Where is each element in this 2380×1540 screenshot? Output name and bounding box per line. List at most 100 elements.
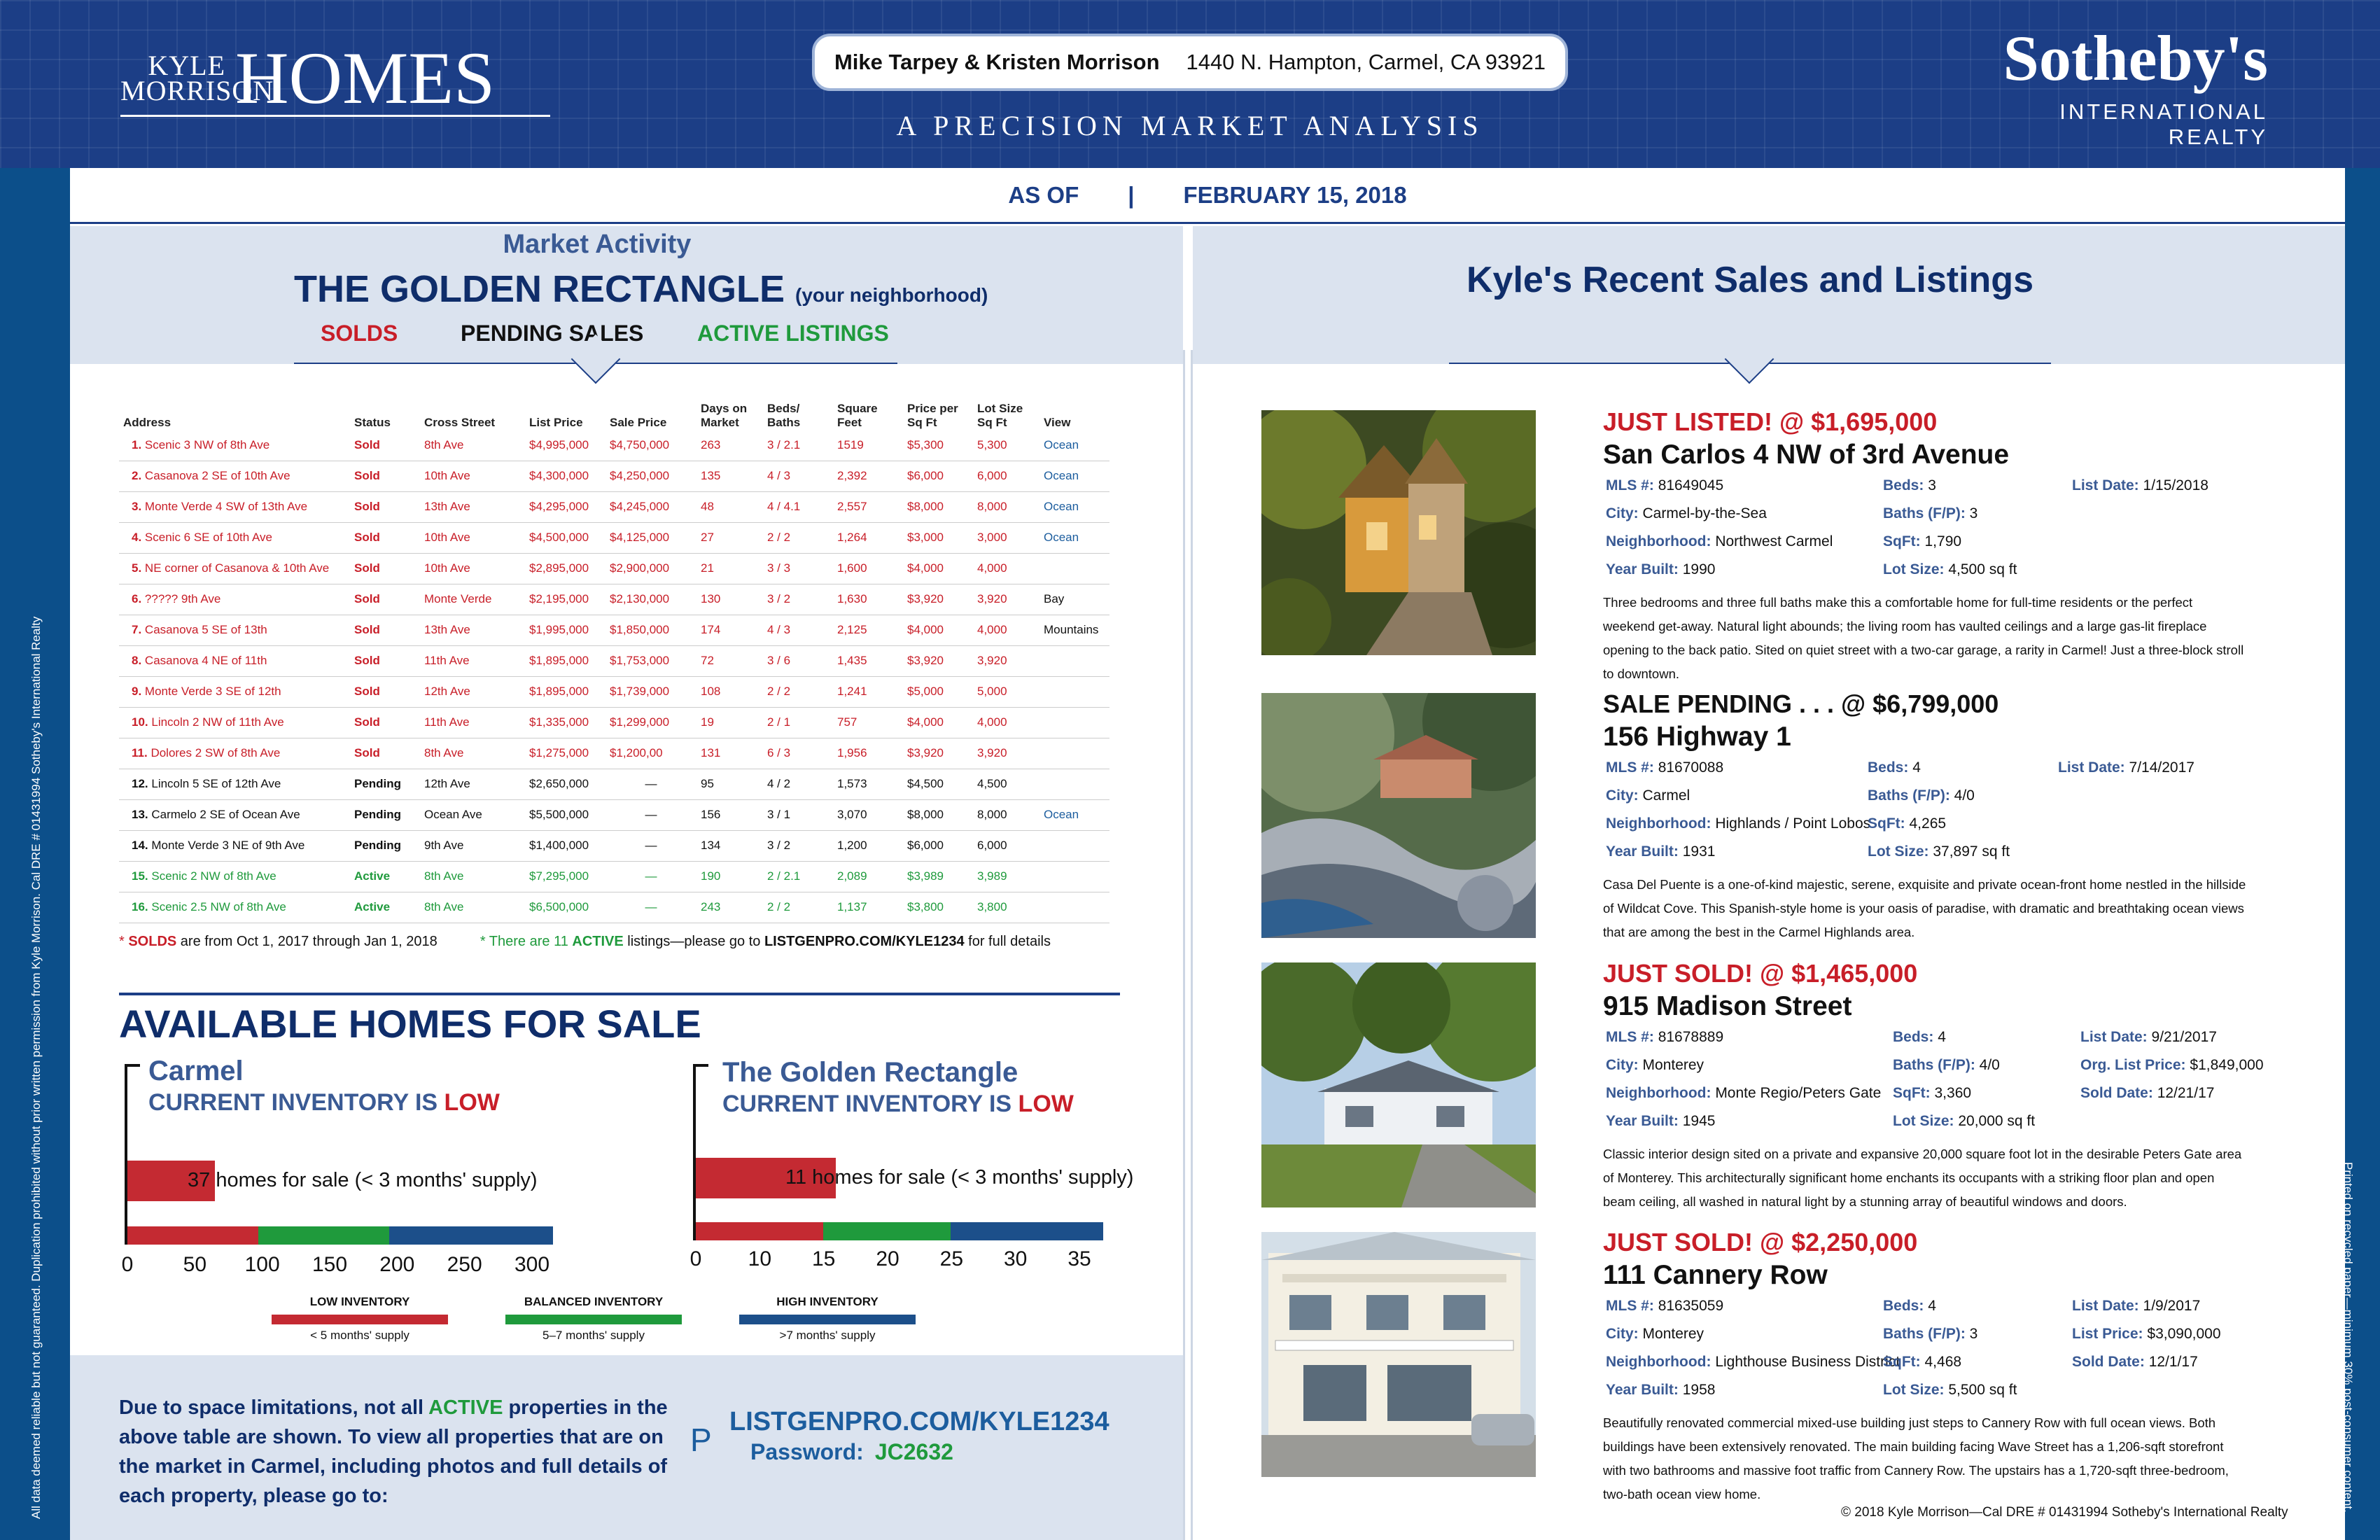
table-row[interactable]: 9. Monte Verde 3 SE of 12th Sold 12th Ave $…: [119, 676, 1110, 708]
listing-field-key: SqFt:: [1893, 1085, 1931, 1101]
table-cell-sqft: 1,956: [833, 738, 903, 769]
table-cell-ppsf: $8,000: [903, 799, 973, 831]
row-address: Scenic 2 NW of 8th Ave: [151, 869, 276, 883]
table-cell-view: [1040, 707, 1110, 738]
golden-title-text: THE GOLDEN RECTANGLE: [294, 268, 785, 310]
listing-field: Year Built: 1990: [1606, 561, 1715, 578]
tab-solds[interactable]: SOLDS: [321, 321, 398, 346]
table-row[interactable]: 16. Scenic 2.5 NW of 8th Ave Active 8th Av…: [119, 892, 1110, 923]
table-row[interactable]: 10. Lincoln 2 NW of 11th Ave Sold 11th Ave…: [119, 707, 1110, 738]
table-row[interactable]: 14. Monte Verde 3 NE of 9th Ave Pending 9t…: [119, 830, 1110, 862]
listgen-url-link[interactable]: LISTGENPRO.COM/KYLE1234: [729, 1407, 1110, 1436]
tab-pending[interactable]: PENDING SALES: [461, 321, 644, 346]
legend-swatch: [272, 1315, 448, 1324]
listing-description: Classic interior design sited on a priva…: [1603, 1147, 2242, 1209]
table-cell-status: Sold: [350, 738, 420, 769]
listing-field-value: 1/15/2018: [2143, 477, 2208, 493]
table-cell-list: $4,300,000: [525, 461, 606, 492]
chart-subtitle: CURRENT INVENTORY IS LOW: [722, 1091, 1074, 1118]
table-row[interactable]: 3. Monte Verde 4 SW of 13th Ave Sold 13th …: [119, 491, 1110, 523]
listing-field-value: 12/1/17: [2148, 1354, 2198, 1370]
inventory-band: [822, 1222, 951, 1240]
listing-field-value: 4: [1938, 1029, 1946, 1045]
table-row[interactable]: 13. Carmelo 2 SE of Ocean Ave Pending Ocea…: [119, 799, 1110, 831]
table-cell-bb: 4 / 2: [763, 769, 833, 800]
table-row[interactable]: 11. Dolores 2 SW of 8th Ave Sold 8th Ave $1…: [119, 738, 1110, 769]
listing-field: Beds: 4: [1883, 1298, 1936, 1315]
listing-header[interactable]: SALE PENDING . . . @ $6,799,000 156 Highw…: [1603, 690, 2247, 752]
listing-field: City: Carmel: [1606, 788, 1690, 804]
table-row[interactable]: 15. Scenic 2 NW of 8th Ave Active 8th Ave $…: [119, 861, 1110, 892]
listing-field-value: Monte Regio/Peters Gate: [1715, 1085, 1882, 1101]
table-cell-status: Pending: [350, 830, 420, 862]
table-cell-bb: 3 / 2: [763, 584, 833, 615]
agent-pill: Mike Tarpey & Kristen Morrison 1440 N. H…: [812, 34, 1568, 91]
table-cell-sqft: 1,600: [833, 553, 903, 584]
table-cell-ppsf: $8,000: [903, 491, 973, 523]
listing-field-key: Org. List Price:: [2080, 1057, 2186, 1073]
listing-field-key: Lot Size:: [1883, 1382, 1945, 1398]
chart-subtitle-low: LOW: [1018, 1091, 1074, 1117]
tick-label: 15: [811, 1247, 836, 1270]
legend-title: HIGH INVENTORY: [776, 1295, 878, 1308]
listing-field-value: 4/0: [1954, 788, 1975, 804]
available-homes-title: AVAILABLE HOMES FOR SALE: [119, 1002, 701, 1046]
table-cell-addr: 2. Casanova 2 SE of 10th Ave: [119, 461, 350, 492]
table-row[interactable]: 12. Lincoln 5 SE of 12th Ave Pending 12th …: [119, 769, 1110, 800]
tab-active[interactable]: ACTIVE LISTINGS: [697, 321, 889, 346]
golden-rectangle-title: THE GOLDEN RECTANGLE (your neighborhood): [294, 267, 988, 311]
bottom-note-key: ACTIVE: [428, 1396, 503, 1419]
table-row[interactable]: 2. Casanova 2 SE of 10th Ave Sold 10th Ave…: [119, 461, 1110, 492]
chart-axis-top-tick: [125, 1064, 140, 1067]
listing-field-value: 1931: [1682, 844, 1716, 860]
listing-field-value: 5,500 sq ft: [1948, 1382, 2017, 1398]
table-row[interactable]: 6. ????? 9th Ave Sold Monte Verde $2,195,00…: [119, 584, 1110, 615]
table-cell-bb: 4 / 3: [763, 461, 833, 492]
row-number: 10.: [132, 715, 148, 729]
chart-axis: [693, 1064, 696, 1240]
table-cell-status: Active: [350, 861, 420, 892]
listing-field-value: 4,468: [1924, 1354, 1962, 1370]
table-cell-sale: $2,900,000: [606, 553, 696, 584]
listing-field: List Date: 1/9/2017: [2072, 1298, 2200, 1315]
table-cell-lot: 6,000: [973, 830, 1040, 862]
row-number: 9.: [132, 685, 142, 698]
table-header-cell: List Price: [529, 416, 583, 429]
listing-field-key: List Date:: [2058, 760, 2125, 776]
table-cell-sale: $2,130,000: [606, 584, 696, 615]
listing-header[interactable]: JUST SOLD! @ $1,465,000 915 Madison Stree…: [1603, 959, 2247, 1022]
table-cell-list: $1,895,000: [525, 676, 606, 708]
table-cell-bb: 3 / 6: [763, 645, 833, 677]
table-row[interactable]: 4. Scenic 6 SE of 10th Ave Sold 10th Ave $4…: [119, 522, 1110, 554]
table-header-row: Address Status Cross Street List Price Sale …: [119, 392, 1110, 430]
table-row[interactable]: 8. Casanova 4 NE of 11th Sold 11th Ave $1,8…: [119, 645, 1110, 677]
bottom-note-pre: Due to space limitations, not all: [119, 1396, 429, 1419]
table-header-cell: Sale Price: [610, 416, 667, 429]
row-number: 11.: [132, 746, 148, 760]
table-cell-sale: $1,299,000: [606, 707, 696, 738]
table-row[interactable]: 1. Scenic 3 NW of 8th Ave Sold 8th Ave $4,9…: [119, 430, 1110, 461]
table-cell-sqft: 1,435: [833, 645, 903, 677]
listing-header[interactable]: JUST SOLD! @ $2,250,000 111 Cannery Row: [1603, 1228, 2247, 1291]
table-cell-view: [1040, 769, 1110, 800]
listing-field-value: 37,897 sq ft: [1933, 844, 2010, 860]
table-cell-status: Sold: [350, 461, 420, 492]
listing-field: Sold Date: 12/1/17: [2072, 1354, 2198, 1371]
table-cell-cross: 8th Ave: [420, 861, 525, 892]
table-cell-status: Sold: [350, 522, 420, 554]
listing-header[interactable]: JUST LISTED! @ $1,695,000 San Carlos 4 NW…: [1603, 407, 2247, 470]
table-cell-cross: 11th Ave: [420, 645, 525, 677]
listing-field-value: 1958: [1682, 1382, 1716, 1398]
listing-field-value: 12/21/17: [2157, 1085, 2215, 1101]
listing-address: 111 Cannery Row: [1603, 1260, 1828, 1290]
listing-field-key: Lot Size:: [1883, 561, 1945, 578]
footnote-active-key: ACTIVE: [572, 934, 624, 949]
table-cell-dom: 131: [696, 738, 763, 769]
table-cell-sale: $4,250,000: [606, 461, 696, 492]
table-row[interactable]: 5. NE corner of Casanova & 10th Ave Sold 1…: [119, 553, 1110, 584]
table-cell-list: $4,500,000: [525, 522, 606, 554]
table-row[interactable]: 7. Casanova 5 SE of 13th Sold 13th Ave $1,9…: [119, 615, 1110, 646]
footnote-active-url[interactable]: LISTGENPRO.COM/KYLE1234: [764, 934, 965, 949]
table-cell-ppsf: $4,000: [903, 615, 973, 646]
listing-field-value: 1945: [1682, 1113, 1716, 1129]
